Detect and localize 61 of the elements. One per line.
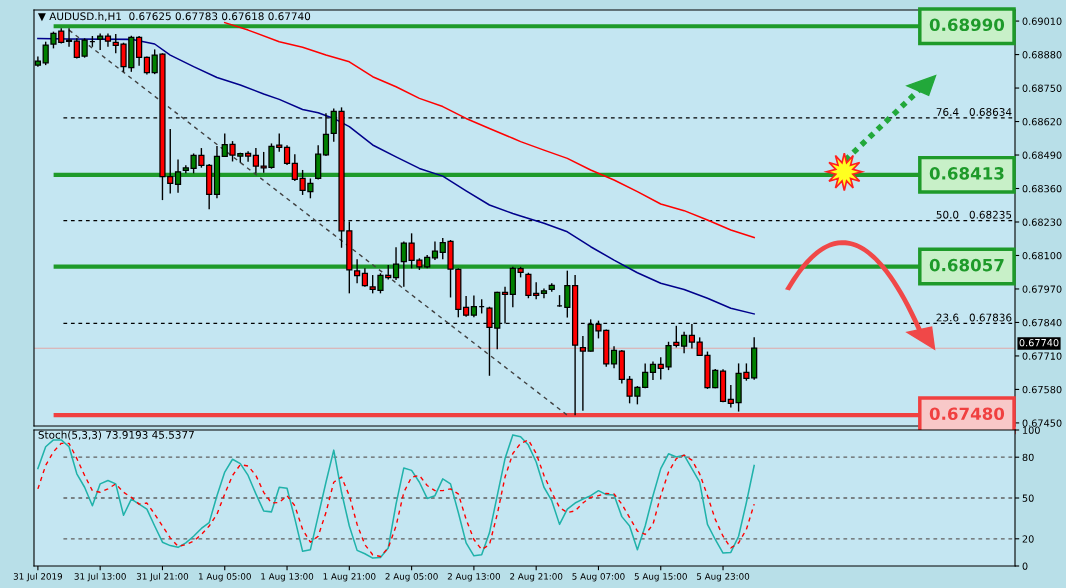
x-tick-label: 5 Aug 07:00 xyxy=(572,573,625,582)
ref-line-label: 50.0 0.68235 xyxy=(936,210,1012,219)
y-tick-label: 0.67710 xyxy=(1022,352,1062,360)
candlestick xyxy=(135,35,143,67)
y-tick-label: 0.67580 xyxy=(1022,385,1062,394)
y-tick-label: 0.68880 xyxy=(1022,51,1062,59)
candlestick xyxy=(65,27,73,48)
ref-line-label: 0.68990 xyxy=(929,18,1005,32)
y-tick-label: 0.67840 xyxy=(1022,318,1062,327)
candlestick xyxy=(564,269,571,319)
x-tick-label: 2 Aug 05:00 xyxy=(385,573,438,582)
candlestick xyxy=(470,294,478,318)
y-tick-label: 0.68750 xyxy=(1022,84,1062,92)
candlestick xyxy=(649,360,657,381)
x-tick-label: 2 Aug 13:00 xyxy=(447,573,501,582)
candlestick xyxy=(431,240,439,261)
ref-line-label: 0.67740 xyxy=(1019,338,1059,347)
ref-line-label: 76.4 0.68634 xyxy=(936,108,1012,116)
candlestick xyxy=(283,144,291,166)
x-tick-label: 31 Jul 13:00 xyxy=(74,572,126,582)
candlestick xyxy=(97,32,104,51)
candlestick xyxy=(174,158,182,194)
chart-title: ▼ AUDUSD.h,H1 0.67625 0.67783 0.67618 0.67740 xyxy=(37,12,311,22)
x-tick-label: 31 Jul 21:00 xyxy=(136,572,189,582)
y-tick-label: 0.68100 xyxy=(1022,251,1062,260)
y-tick-label: 20 xyxy=(1022,535,1034,543)
y-tick-label: 100 xyxy=(1023,426,1040,434)
x-tick-label: 31 Jul 2019 xyxy=(13,572,63,582)
y-tick-label: 0.68360 xyxy=(1022,184,1062,193)
candlestick xyxy=(579,335,587,412)
ref-line-label: 23.6 0.67836 xyxy=(936,313,1012,322)
x-tick-label: 5 Aug 23:00 xyxy=(697,573,750,582)
line-series xyxy=(223,21,755,239)
candlestick xyxy=(462,295,470,318)
y-tick-label: 80 xyxy=(1022,453,1034,462)
chart-title: Stoch(5,3,3) 73.9193 45.5377 xyxy=(38,430,194,440)
x-tick-label: 2 Aug 21:00 xyxy=(510,573,563,582)
candlestick xyxy=(610,345,618,369)
x-tick-label: 1 Aug 21:00 xyxy=(323,573,376,582)
candlestick xyxy=(501,285,509,325)
ref-line-label: 0.68413 xyxy=(929,167,1004,180)
y-tick-label: 0.69010 xyxy=(1022,17,1062,25)
y-tick-label: 0.68230 xyxy=(1022,218,1062,226)
candlestick xyxy=(353,258,361,284)
candlestick xyxy=(252,147,260,175)
candlestick xyxy=(361,267,369,288)
x-tick-label: 1 Aug 13:00 xyxy=(261,573,314,582)
y-tick-label: 0.67450 xyxy=(1022,419,1062,427)
line-series xyxy=(37,37,755,315)
y-tick-label: 0.68490 xyxy=(1022,151,1062,159)
y-tick-label: 0 xyxy=(1022,562,1028,570)
candlestick xyxy=(244,150,252,163)
y-tick-label: 0.67970 xyxy=(1022,285,1062,293)
ref-line-label: 0.68057 xyxy=(929,258,1004,272)
y-tick-label: 50 xyxy=(1022,494,1034,502)
y-tick-label: 0.68620 xyxy=(1022,118,1062,126)
x-tick-label: 5 Aug 15:00 xyxy=(634,573,687,582)
candlestick xyxy=(392,246,400,281)
candlestick xyxy=(680,331,688,355)
ref-line-label: 0.67480 xyxy=(929,407,1005,421)
x-tick-label: 1 Aug 05:00 xyxy=(199,573,251,582)
